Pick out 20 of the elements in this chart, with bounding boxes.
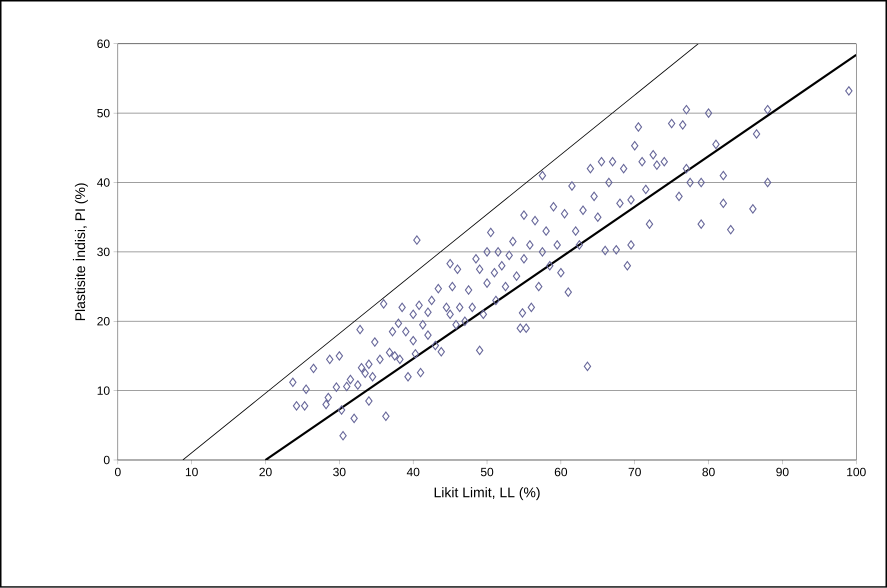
y-tick-label: 50: [97, 109, 110, 118]
y-axis-title: Plastisite İndisi, PI (%): [72, 183, 88, 320]
x-tick-label: 40: [406, 468, 420, 476]
x-tick-label: 0: [114, 468, 121, 476]
x-tick-label: 30: [333, 468, 346, 476]
y-tick-label: 40: [97, 178, 110, 187]
x-tick-label: 80: [702, 468, 715, 476]
y-tick-label: 10: [98, 386, 110, 395]
x-tick-label: 60: [554, 468, 568, 476]
x-tick-label: 20: [259, 468, 272, 476]
x-tick-label: 70: [628, 468, 641, 476]
x-tick-label: 90: [776, 468, 789, 476]
x-axis-title: Likit Limit, LL (%): [434, 487, 540, 500]
x-tick-label: 10: [186, 468, 198, 476]
y-tick-label: 30: [97, 248, 110, 256]
y-tick-label: 60: [97, 40, 110, 48]
y-tick-label: 0: [104, 456, 110, 464]
x-tick-label: 100: [847, 468, 866, 476]
y-tick-label: 20: [97, 317, 110, 326]
x-tick-label: 50: [480, 468, 494, 476]
